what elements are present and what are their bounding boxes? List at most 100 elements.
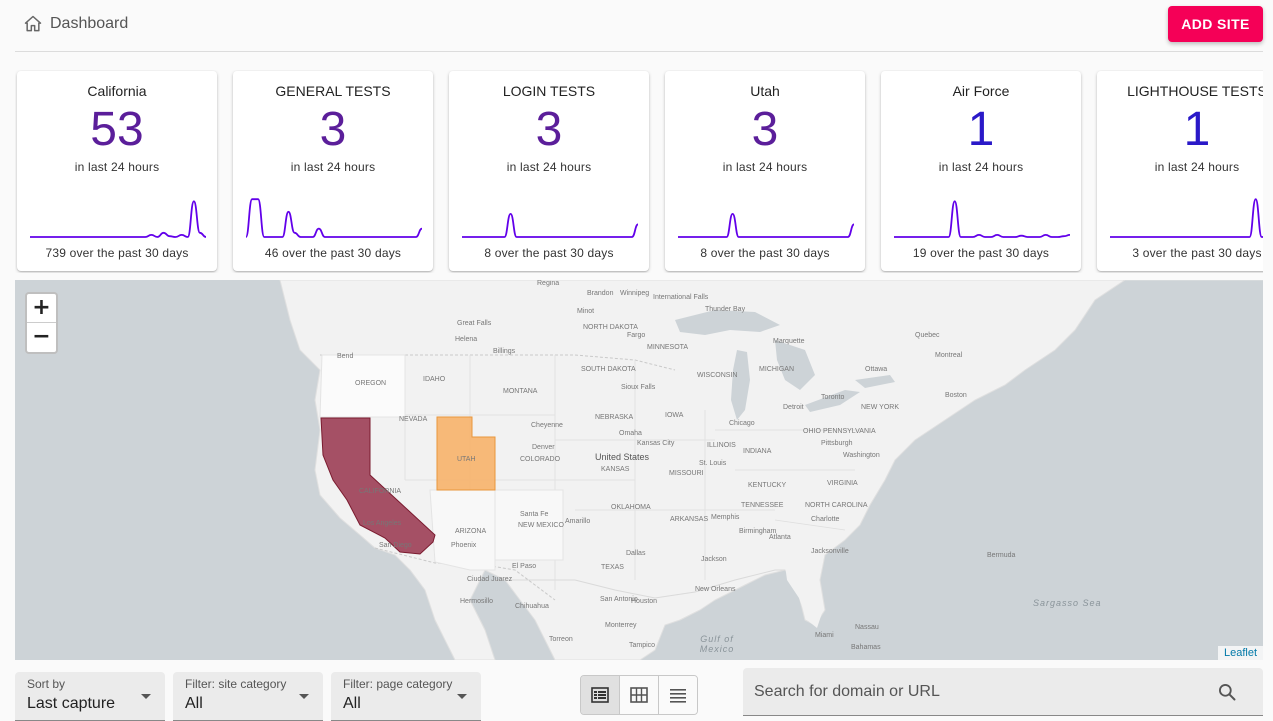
map-label: Chicago	[729, 420, 755, 427]
dropdown-arrow-icon	[141, 694, 151, 699]
map-label: Torreon	[549, 636, 573, 643]
map-label: Chihuahua	[515, 603, 549, 610]
card-title: GENERAL TESTS	[275, 83, 391, 99]
map-label: Sioux Falls	[621, 384, 656, 391]
region-utah	[436, 416, 496, 491]
card-air-force[interactable]: Air Force 1 in last 24 hours 19 over the…	[881, 71, 1081, 271]
map-label: Nassau	[855, 624, 879, 631]
breadcrumb-dashboard[interactable]: Dashboard	[50, 15, 129, 32]
map-label: CALIFORNIA	[359, 488, 402, 495]
map-label: Fargo	[627, 332, 646, 339]
grid-view-button[interactable]	[620, 676, 659, 714]
card-count: 1	[1183, 103, 1211, 156]
zoom-out-button[interactable]: −	[32, 324, 51, 349]
sparkline-chart	[246, 198, 422, 238]
map-label: Boston	[945, 392, 967, 399]
map-label: NEVADA	[399, 416, 428, 423]
map-label: KANSAS	[601, 466, 630, 473]
card-period: in last 24 hours	[290, 160, 376, 174]
card-general-tests[interactable]: GENERAL TESTS 3 in last 24 hours 46 over…	[233, 71, 433, 271]
card-title: Utah	[750, 83, 780, 99]
map-label: MISSOURI	[669, 470, 704, 477]
card-lighthouse-tests[interactable]: LIGHTHOUSE TESTS 1 in last 24 hours 3 ov…	[1097, 71, 1263, 271]
map-label: United States	[595, 452, 650, 462]
list-detail-view-button[interactable]	[581, 676, 620, 714]
sparkline-chart	[462, 212, 638, 238]
grid-icon	[630, 687, 648, 703]
map-label: OKLAHOMA	[611, 504, 651, 511]
map-label: Jackson	[701, 556, 727, 563]
card-california[interactable]: California 53 in last 24 hours 739 over …	[17, 71, 217, 271]
map-attribution-link[interactable]: Leaflet	[1217, 646, 1263, 660]
sparkline-series	[678, 212, 854, 238]
map-label: IDAHO	[423, 376, 446, 383]
list-detail-icon	[591, 687, 609, 703]
lake-ontario	[855, 375, 895, 388]
map-label: ARIZONA	[455, 528, 487, 535]
card-footer: 739 over the past 30 days	[45, 246, 189, 260]
page-category-select[interactable]: Filter: page category All	[331, 672, 481, 721]
map-label: Helena	[455, 336, 478, 343]
card-period: in last 24 hours	[938, 160, 1024, 174]
map-label: Los Angeles	[363, 520, 402, 527]
map-label: MONTANA	[503, 388, 538, 395]
compact-list-view-button[interactable]	[659, 676, 697, 714]
dropdown-arrow-icon	[299, 694, 309, 699]
top-bar: Dashboard ADD SITE	[15, 0, 1263, 52]
sort-by-select[interactable]: Sort by Last capture	[15, 672, 165, 721]
region-oregon	[319, 354, 406, 418]
land-florida	[785, 565, 823, 628]
sort-by-label: Sort by	[27, 677, 66, 691]
map-label: Monterrey	[605, 622, 637, 629]
map-label: Pittsburgh	[821, 440, 853, 447]
map-label: Toronto	[821, 394, 845, 401]
search-input[interactable]	[743, 668, 1203, 716]
map-label: Bermuda	[987, 552, 1016, 559]
map-label: Minot	[577, 308, 595, 315]
zoom-control: + −	[25, 292, 58, 354]
map-label: VIRGINIA	[827, 480, 858, 487]
home-icon[interactable]	[23, 14, 43, 34]
map-label: NORTH CAROLINA	[805, 502, 868, 509]
sparkline-series	[1110, 198, 1263, 238]
map-label: Hermosillo	[460, 598, 494, 605]
map-label: International Falls	[653, 294, 709, 301]
map-label: PENNSYLVANIA	[823, 428, 876, 435]
site-category-select[interactable]: Filter: site category All	[173, 672, 323, 721]
map-label: Bahamas	[851, 644, 881, 651]
map-label: OHIO	[803, 428, 821, 435]
card-footer: 46 over the past 30 days	[264, 246, 402, 260]
map-label: NORTH DAKOTA	[583, 324, 638, 331]
map-label: Detroit	[783, 404, 804, 411]
map-label: NEBRASKA	[595, 414, 634, 421]
map-label: Birmingham	[739, 528, 777, 535]
region-california	[320, 417, 436, 555]
card-count: 1	[967, 103, 995, 156]
site-category-value: All	[185, 695, 203, 712]
card-utah[interactable]: Utah 3 in last 24 hours 8 over the past …	[665, 71, 865, 271]
add-site-button[interactable]: ADD SITE	[1168, 6, 1263, 42]
map-label: Thunder Bay	[705, 306, 746, 313]
card-period: in last 24 hours	[74, 160, 160, 174]
card-footer: 8 over the past 30 days	[700, 246, 830, 260]
card-title: LOGIN TESTS	[502, 83, 596, 99]
map-label: Montreal	[935, 352, 963, 359]
map-label: Phoenix	[451, 542, 477, 549]
zoom-in-button[interactable]: +	[27, 294, 56, 323]
map-label: Ciudad Juarez	[467, 576, 513, 583]
lake-huron	[775, 340, 815, 390]
map-label: Washington	[843, 452, 880, 459]
map-label: Houston	[631, 598, 658, 605]
us-map[interactable]: Regina Brandon Winnipeg International Fa…	[15, 280, 1263, 660]
map-label: New Orleans	[695, 586, 736, 593]
dropdown-arrow-icon	[457, 694, 467, 699]
card-period: in last 24 hours	[1154, 160, 1240, 174]
card-title: California	[87, 83, 147, 99]
map-canvas[interactable]	[15, 280, 1263, 660]
map-label: TENNESSEE	[741, 502, 784, 509]
card-login-tests[interactable]: LOGIN TESTS 3 in last 24 hours 8 over th…	[449, 71, 649, 271]
search-icon[interactable]	[1217, 682, 1237, 702]
map-label: San Diego	[379, 542, 412, 549]
sparkline-series	[462, 212, 638, 238]
sparkline-chart	[894, 200, 1070, 238]
